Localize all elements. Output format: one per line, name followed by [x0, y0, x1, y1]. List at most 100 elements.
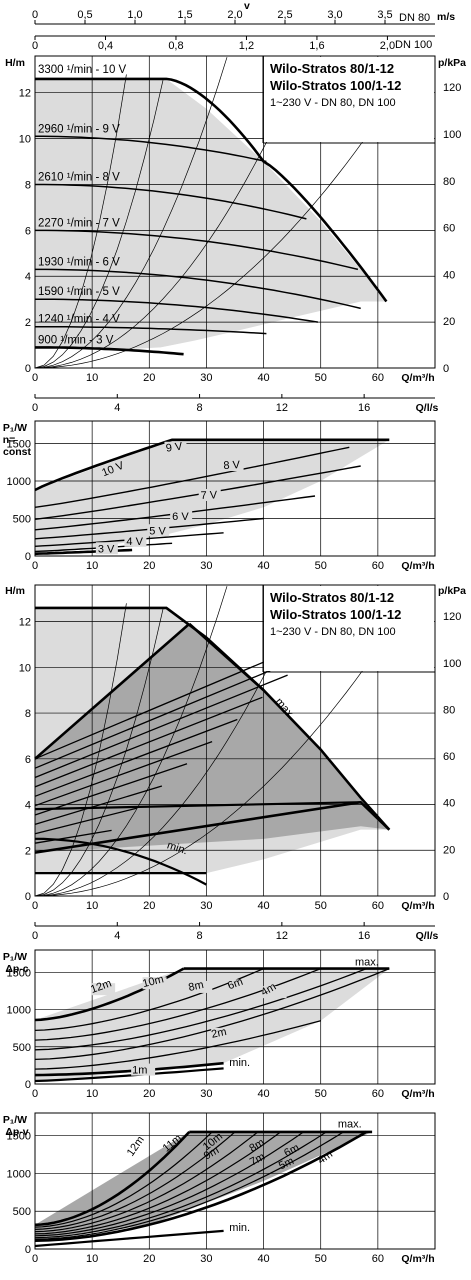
y-right-tick-label: 20	[443, 844, 455, 856]
min-label: min.	[229, 1222, 250, 1234]
label-bg	[228, 979, 253, 992]
x-tick-label: 60	[372, 372, 384, 384]
system-curve	[34, 586, 228, 897]
x-tick-label: 40	[257, 372, 269, 384]
speed-curve-label: 1930 ¹/min - 6 V	[38, 256, 120, 268]
min-label: min.	[229, 1057, 250, 1069]
dn80-tick-label: 2,0	[227, 9, 242, 21]
label-bg	[95, 542, 118, 555]
speed-curve-label: 3300 ¹/min - 10 V	[38, 64, 127, 76]
ls-tick-label: 16	[358, 930, 370, 942]
control-line	[34, 740, 213, 807]
y-axis-right-label: p/kPa	[438, 585, 466, 597]
max-label: max.	[355, 957, 379, 969]
x-tick-label: 40	[257, 1253, 269, 1265]
y-axis-label: P₁/W	[3, 422, 27, 434]
speed-curve	[35, 268, 361, 310]
control-area	[35, 623, 390, 853]
x-tick-label: 20	[143, 1088, 155, 1100]
y-right-tick-label: 80	[443, 704, 455, 716]
control-line	[34, 829, 112, 844]
y-tick-label: 4	[25, 800, 31, 812]
speed-curve	[35, 229, 359, 271]
x-tick-label: 30	[200, 560, 212, 572]
y-tick-label: 10	[19, 662, 31, 674]
x-axis-unit: Q/m³/h	[401, 560, 434, 572]
power-area	[35, 1131, 373, 1241]
y-tick-label: 0	[25, 363, 31, 375]
speed-curve	[35, 135, 267, 163]
system-curve	[34, 614, 401, 897]
speed-curve-label: 1590 ¹/min - 5 V	[38, 286, 120, 298]
y-right-tick-label: 40	[443, 269, 455, 281]
control-line	[34, 763, 188, 816]
plot-frame	[34, 949, 436, 1085]
x-tick-label: 50	[315, 1088, 327, 1100]
ls-tick-label: 12	[276, 402, 288, 414]
dn100-tick-label: 1,2	[239, 40, 254, 52]
power-curve	[34, 1130, 368, 1242]
plot-frame	[34, 584, 436, 897]
x-tick-label: 20	[143, 900, 155, 912]
speed-curve	[35, 298, 319, 323]
dn80-tick-label: 0	[32, 9, 38, 21]
dn80-tick-label: 0,5	[77, 9, 92, 21]
y-tick-label: 1500	[7, 1131, 31, 1143]
label-bg	[131, 1063, 156, 1076]
x-tick-label: 60	[372, 1253, 384, 1265]
velocity-axes: v m/s DN 80 DN 100 0 0,5 1,0 1,5 2,0 2,5 3,0 3,…	[32, 0, 455, 52]
title-box-bg	[264, 586, 434, 671]
power-curve	[34, 1131, 236, 1230]
power-curve-label: 3 V	[98, 543, 115, 555]
system-curve	[34, 600, 301, 897]
y-tick-label: 4	[25, 271, 31, 283]
y-axis-label: P₁/W	[3, 951, 27, 963]
y-right-tick-label: 40	[443, 798, 455, 810]
ls-tick-label: 4	[114, 402, 120, 414]
dn80-tick-label: 3,5	[377, 9, 392, 21]
x-tick-label: 0	[32, 1088, 38, 1100]
label-bg	[188, 980, 213, 993]
chart-title: Wilo-Stratos 80/1-12	[270, 61, 394, 76]
ls-tick-label: 0	[32, 402, 38, 414]
control-line	[34, 674, 288, 779]
control-line	[34, 785, 163, 826]
dn80-tick-label: 1,5	[177, 9, 192, 21]
speed-curve	[35, 346, 184, 356]
power-curve	[34, 1131, 282, 1235]
label-bg	[198, 489, 221, 501]
x-axis-unit: Q/m³/h	[401, 1088, 434, 1100]
y-tick-label: 6	[25, 754, 31, 766]
chart-title-2: Wilo-Stratos 100/1-12	[270, 78, 401, 93]
power-curve	[34, 1020, 321, 1070]
x-tick-label: 10	[86, 560, 98, 572]
power-curve-label: 6 V	[172, 511, 189, 523]
power-curve	[34, 1131, 213, 1228]
y-tick-label: 500	[13, 1042, 31, 1054]
system-curve	[34, 57, 228, 369]
system-curve	[34, 71, 301, 369]
power-curve-label: 6m	[226, 976, 244, 993]
speed-curve-label: 900 ¹/min - 3 V	[38, 334, 114, 346]
dn80-tick-label: 1,0	[127, 9, 142, 21]
ls-axis-unit: Q/l/s	[416, 402, 439, 414]
y-right-tick-label: 20	[443, 316, 455, 328]
y-tick-label: 1000	[7, 1005, 31, 1017]
label-bg	[147, 524, 170, 537]
power-curve-label: 9 V	[165, 440, 184, 454]
velocity-symbol: v	[244, 0, 250, 12]
control-line	[34, 807, 137, 835]
label-bg	[91, 983, 116, 996]
y-tick-label: 8	[25, 179, 31, 191]
speed-curve-label: 2610 ¹/min - 8 V	[38, 171, 120, 183]
y-axis-label: P₁/W	[3, 1114, 27, 1126]
y-right-tick-label: 0	[443, 891, 449, 903]
speed-curve-label: 2960 ¹/min - 9 V	[38, 123, 120, 135]
y-axis-right-label: p/kPa	[438, 57, 466, 69]
y-tick-label: 2	[25, 845, 31, 857]
chart-subtitle: 1~230 V - DN 80, DN 100	[270, 97, 396, 109]
power-curve-label: 2m	[210, 1026, 227, 1041]
power-curve-10v	[34, 438, 390, 492]
